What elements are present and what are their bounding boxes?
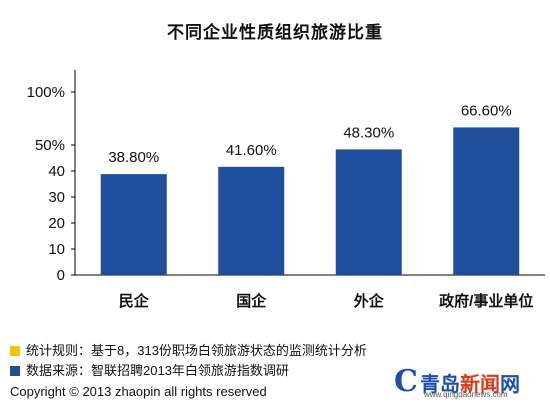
y-tick-label: 20 xyxy=(48,215,65,232)
bar xyxy=(453,127,520,276)
y-tick-label: 30 xyxy=(48,189,65,206)
bar-value-label: 38.80% xyxy=(108,149,159,166)
y-tick-label: 0 xyxy=(57,267,65,284)
x-category-label: 国企 xyxy=(236,292,267,310)
note-data-source-text: 数据来源：智联招聘2013年白领旅游指数调研 xyxy=(26,363,289,378)
bar xyxy=(335,149,402,275)
logo-url: www.qingdaonews.com xyxy=(424,390,508,399)
logo-text-blue: 青岛 xyxy=(420,374,460,396)
y-tick-label: 40 xyxy=(48,163,65,180)
bar xyxy=(218,166,285,275)
yellow-square-icon xyxy=(10,346,20,356)
x-category-label: 民企 xyxy=(119,292,150,310)
logo-text-red: 新闻 xyxy=(460,374,500,396)
chart-axes: 0 10 20 30 40 50% 100% xyxy=(27,70,545,284)
logo-text-tail: 网 xyxy=(500,374,520,396)
x-category-label: 政府/事业单位 xyxy=(439,292,533,310)
logo-text: 青岛新闻网 xyxy=(420,368,520,397)
logo-c-icon: C xyxy=(394,364,418,399)
note-statistics-rule: 统计规则：基于8，313份职场白领旅游状态的监测统计分析 xyxy=(10,340,367,359)
y-tick-label: 50% xyxy=(35,137,65,154)
chart-title: 不同企业性质组织旅游比重 xyxy=(167,23,383,42)
bar-value-label: 66.60% xyxy=(461,102,512,119)
y-tick-label: 10 xyxy=(48,241,65,258)
copyright-text: Copyright © 2013 zhaopin all rights rese… xyxy=(10,384,267,399)
blue-square-icon xyxy=(10,366,20,376)
y-tick-label: 100% xyxy=(27,84,65,101)
bar-value-label: 48.30% xyxy=(343,124,394,141)
qingdaonews-logo: C 青岛新闻网 www.qingdaonews.com xyxy=(394,362,544,400)
note-statistics-rule-text: 统计规则：基于8，313份职场白领旅游状态的监测统计分析 xyxy=(26,343,367,358)
bar-value-label: 41.60% xyxy=(226,142,277,159)
chart-bars: 38.80% 民企 41.60% 国企 48.30% 外企 66.60% 政府/事业单位 xyxy=(100,102,533,310)
note-data-source: 数据来源：智联招聘2013年白领旅游指数调研 xyxy=(10,360,289,379)
bar xyxy=(100,174,167,275)
x-category-label: 外企 xyxy=(353,292,385,310)
